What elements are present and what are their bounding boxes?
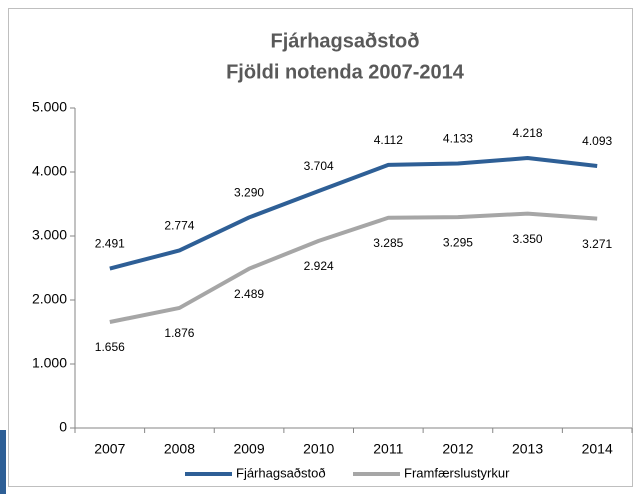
- chart-title: Fjárhagsaðstoð: [271, 30, 420, 52]
- data-label: 1.876: [164, 326, 194, 340]
- x-tick-label: 2008: [164, 441, 195, 457]
- data-label: 2.489: [234, 287, 264, 301]
- data-label: 3.295: [443, 235, 473, 249]
- data-label: 2.774: [164, 219, 194, 233]
- y-tick-label: 0: [59, 419, 67, 435]
- x-tick-label: 2014: [582, 441, 613, 457]
- data-label: 1.656: [95, 340, 125, 354]
- data-label: 2.924: [304, 259, 334, 273]
- series-line: [109, 156, 598, 271]
- data-label: 3.271: [582, 237, 612, 251]
- side-accent: [0, 430, 6, 494]
- x-tick-label: 2011: [373, 441, 403, 457]
- series-line: [109, 211, 598, 324]
- y-tick-label: 5.000: [32, 99, 67, 115]
- data-label: 4.133: [443, 132, 473, 146]
- data-label: 3.285: [373, 236, 403, 250]
- legend-label: Framfærslustyrkur: [404, 465, 510, 480]
- x-tick-label: 2009: [233, 441, 264, 457]
- data-label: 3.704: [304, 159, 334, 173]
- data-label: 4.112: [374, 133, 403, 147]
- data-label: 3.350: [513, 232, 543, 246]
- legend-label: Fjárhagsaðstoð: [236, 465, 326, 480]
- y-tick-label: 4.000: [32, 163, 67, 179]
- x-tick-label: 2007: [94, 441, 125, 457]
- x-tick-label: 2010: [303, 441, 334, 457]
- y-tick-label: 1.000: [32, 355, 67, 371]
- data-label: 4.093: [582, 134, 612, 148]
- data-label: 3.290: [234, 186, 264, 200]
- y-tick-label: 3.000: [32, 227, 67, 243]
- x-tick-label: 2012: [442, 441, 473, 457]
- x-tick-label: 2013: [512, 441, 543, 457]
- y-tick-label: 2.000: [32, 291, 67, 307]
- data-label: 2.491: [95, 237, 125, 251]
- chart-subtitle: Fjöldi notenda 2007-2014: [226, 61, 465, 83]
- chart-frame: [8, 8, 633, 487]
- data-label: 4.218: [513, 126, 543, 140]
